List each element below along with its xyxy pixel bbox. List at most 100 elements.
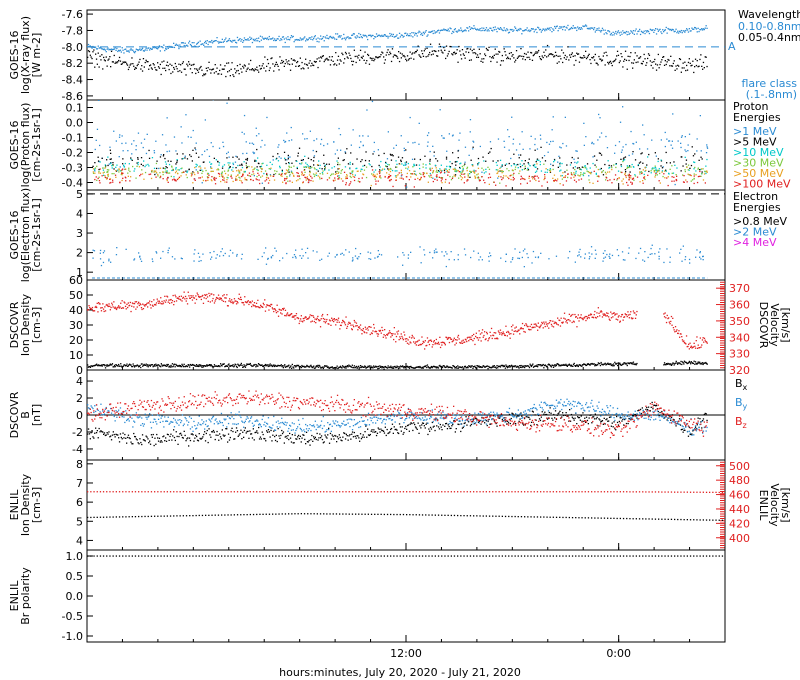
series-polarity — [87, 555, 724, 557]
y-tick-label: -7.6 — [62, 8, 83, 21]
series-density — [87, 513, 724, 521]
legend-entry: >30 MeV — [733, 157, 784, 170]
y-tick-label: 0.1 — [66, 102, 84, 115]
y-tick-label: -8.0 — [62, 41, 83, 54]
y-tick-label: 2 — [76, 392, 83, 405]
y-tick-label: 5 — [76, 515, 83, 528]
y-tick-label: 4 — [76, 375, 83, 388]
legend-entry: >0.8 MeV — [733, 215, 787, 228]
series--1-MeV — [94, 100, 709, 190]
y-axis-label: log(Proton flux) — [19, 103, 32, 188]
panel-frame — [86, 459, 726, 551]
right-y-tick-label: 480 — [729, 474, 750, 487]
series--5-MeV — [92, 146, 703, 178]
y-axis-label: Ion Density — [19, 473, 32, 536]
y-tick-label: -7.8 — [62, 24, 83, 37]
series-By — [87, 398, 708, 436]
series--100-MeV — [94, 168, 706, 188]
series-0-10-0-8nm — [87, 24, 708, 54]
y-axis-label: [cm-2s-1sr-1] — [30, 198, 43, 272]
y-axis-label: [nT] — [30, 404, 43, 426]
y-tick-label: 40 — [69, 304, 83, 317]
y-tick-label: 10 — [69, 349, 83, 362]
y-tick-label: -0.3 — [62, 162, 83, 175]
y-tick-label: 3 — [76, 227, 83, 240]
y-axis-label: [cm-3] — [30, 487, 43, 523]
data-marks — [87, 555, 724, 557]
series--2-MeV — [92, 244, 704, 268]
legend-entry: >5 MeV — [733, 136, 777, 149]
y-tick-label: 4 — [76, 207, 83, 220]
y-tick-label: -2 — [72, 426, 83, 439]
right-y-tick-label: 500 — [729, 460, 750, 473]
series-0-05-0-4nm — [87, 43, 708, 78]
legend-entry: 0.10-0.8nm — [738, 20, 800, 33]
series-Bz — [87, 390, 708, 439]
y-tick-label: -0.2 — [62, 147, 83, 160]
right-y-tick-label: 370 — [729, 282, 750, 295]
legend-title: Energies — [733, 111, 781, 124]
panel-xray: -8.6 -8.4 -8.2 -8.0 -7.8 -7.6 GOES-16log(X-ray… — [8, 8, 800, 103]
y-axis-label: [W m-2] — [30, 33, 43, 78]
y-tick-label: -4 — [72, 443, 83, 456]
legend-entry: >10 MeV — [733, 146, 784, 159]
y-axis-label: log(Electron flux) — [19, 188, 32, 282]
y-tick-label: -8.6 — [62, 90, 83, 103]
panel-frame — [86, 549, 726, 643]
data-marks — [87, 291, 708, 370]
y-tick-label: 0.0 — [66, 590, 84, 603]
x-tick-label: 12:00 — [390, 647, 422, 660]
panel-proton: -0.4 -0.3 -0.2 -0.1 0.0 0.1 GOES-16log(Proton … — [8, 99, 791, 191]
right-y-axis-label: [km/s] — [779, 487, 792, 522]
y-tick-label: -1.0 — [62, 630, 83, 643]
legend-title: Proton — [733, 100, 768, 113]
legend-entry: >100 MeV — [733, 178, 791, 191]
y-tick-label: -0.1 — [62, 132, 83, 145]
right-y-tick-label: 340 — [729, 331, 750, 344]
y-tick-label: 7 — [76, 477, 83, 490]
right-y-tick-label: 400 — [729, 532, 750, 545]
y-tick-label: 50 — [69, 289, 83, 302]
y-tick-label: -8.2 — [62, 57, 83, 70]
series--10-MeV — [93, 155, 708, 179]
panel-frame — [86, 9, 726, 101]
panel-enlil_density: 45678400420440460480500ENLILVelocity[km/… — [8, 458, 792, 551]
right-y-axis-label: Velocity — [768, 303, 781, 347]
right-y-axis-label: ENLIL — [757, 490, 770, 522]
right-y-axis-label: DSCOVR — [757, 302, 770, 349]
y-axis-label: [cm-2s-1sr-1] — [30, 108, 43, 182]
series-Bx — [87, 401, 708, 447]
legend-entry: 0.05-0.4nm — [738, 31, 800, 44]
legend-entry: Bx — [735, 377, 748, 392]
legend-entry: >1 MeV — [733, 125, 777, 138]
legend-title: Energies — [733, 201, 781, 214]
y-axis-label: DSCOVR — [8, 391, 21, 438]
right-y-axis-label: [km/s] — [779, 307, 792, 342]
legend-entry: >50 MeV — [733, 167, 784, 180]
x-axis-label: hours:minutes, July 20, 2020 - July 21, … — [279, 666, 521, 679]
right-y-tick-label: 350 — [729, 315, 750, 328]
y-axis-label: GOES-16 — [8, 210, 21, 259]
series--50-MeV — [92, 163, 708, 187]
y-axis-label: Ion Density — [19, 293, 32, 356]
y-tick-label: 60 — [69, 274, 83, 287]
y-tick-label: 1.0 — [66, 550, 84, 563]
reference-line-label: A — [728, 40, 736, 53]
y-axis-label: B — [19, 411, 32, 419]
legend-title: Electron — [733, 190, 778, 203]
y-tick-label: -8.4 — [62, 74, 83, 87]
panel-frame — [86, 279, 726, 371]
right-y-tick-label: 320 — [729, 364, 750, 377]
data-marks — [87, 390, 708, 447]
y-tick-label: 2 — [76, 247, 83, 260]
y-tick-label: 0.0 — [66, 117, 84, 130]
right-y-tick-label: 330 — [729, 348, 750, 361]
data-marks — [87, 24, 708, 78]
y-tick-label: 8 — [76, 458, 83, 471]
y-tick-label: 5 — [76, 188, 83, 201]
y-tick-label: -0.4 — [62, 177, 83, 190]
legend-entry: >4 MeV — [733, 236, 777, 249]
